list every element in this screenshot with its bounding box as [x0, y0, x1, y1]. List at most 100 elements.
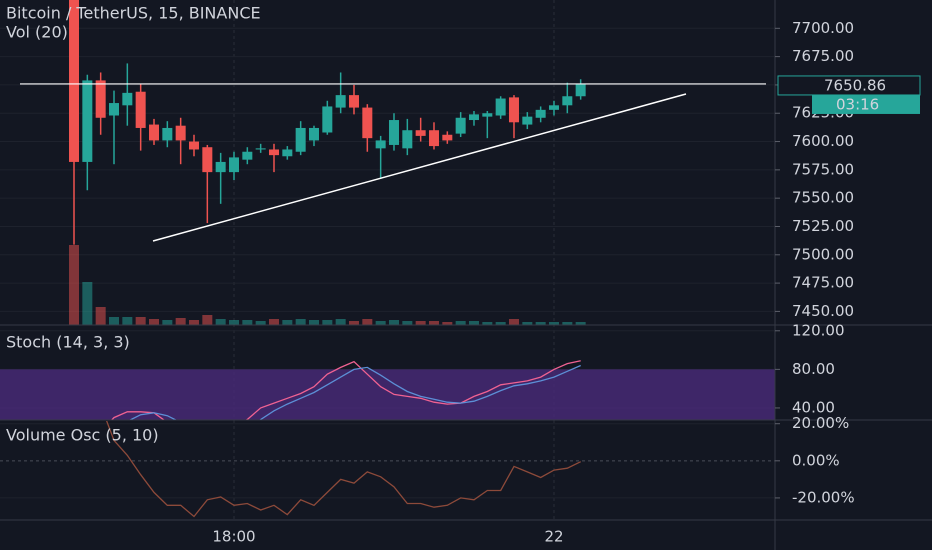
- y-tick-label: 7450.00: [792, 302, 854, 320]
- y-tick-label: 7475.00: [792, 274, 854, 292]
- candle-body: [268, 149, 279, 156]
- y-tick-label: 7675.00: [792, 47, 854, 65]
- volume-bar: [508, 319, 519, 325]
- candle-body: [108, 103, 119, 116]
- candle-body: [135, 91, 146, 128]
- volume-bar: [188, 320, 199, 325]
- volume-bar: [522, 322, 533, 325]
- pane: [0, 0, 775, 325]
- volume-bar: [242, 320, 253, 325]
- candle-body: [282, 149, 293, 157]
- candle-body: [148, 124, 159, 141]
- candle-body: [428, 130, 439, 147]
- volume-bar: [135, 317, 146, 325]
- volume-bar: [295, 319, 306, 325]
- plot: [0, 0, 775, 520]
- volume-bar: [255, 321, 266, 325]
- pane: [0, 330, 775, 420]
- candle-body: [402, 130, 413, 149]
- volume-bar: [82, 282, 93, 325]
- y-tick-label: 7500.00: [792, 245, 854, 263]
- chart-title: Bitcoin / TetherUS, 15, BINANCE: [6, 4, 261, 23]
- y-tick-label: 0.00%: [792, 451, 840, 469]
- candle-body: [242, 151, 253, 160]
- volume-title: Vol (20): [6, 23, 68, 42]
- volume-bar: [335, 319, 346, 325]
- volume-bar: [268, 319, 279, 325]
- volume-bar: [282, 320, 293, 325]
- candle-body: [175, 125, 186, 141]
- candle-body: [535, 109, 546, 118]
- volume-bar: [108, 317, 119, 325]
- candle-body: [95, 80, 106, 118]
- candle-body: [162, 127, 173, 141]
- volume-bar: [455, 321, 466, 325]
- y-tick-label: 20.00%: [792, 414, 849, 432]
- series-line: [110, 360, 581, 420]
- candle-body: [348, 95, 359, 108]
- stoch-title: Stoch (14, 3, 3): [6, 333, 130, 352]
- volume-bar: [375, 321, 386, 325]
- x-tick-label: 22: [544, 528, 563, 546]
- volume-bar: [535, 322, 546, 325]
- candle-body: [295, 127, 306, 152]
- volume-bar: [69, 245, 79, 325]
- volume-bar: [482, 322, 493, 325]
- osc-title: Volume Osc (5, 10): [6, 426, 159, 445]
- candle-body: [202, 147, 213, 173]
- candle-body: [322, 106, 333, 133]
- y-tick-label: 7525.00: [792, 217, 854, 235]
- volume-bar: [148, 319, 159, 325]
- volume-bar: [162, 320, 173, 325]
- volume-bar: [428, 321, 439, 325]
- trend-line: [152, 93, 687, 242]
- candle-body: [455, 117, 466, 134]
- volume-bar: [402, 321, 413, 325]
- volume-bar: [548, 322, 559, 325]
- countdown-label: 03:16: [836, 95, 879, 113]
- candle-body: [308, 127, 319, 141]
- y-tick-label: 80.00: [792, 360, 835, 378]
- candle-body: [548, 105, 559, 110]
- volume-bar: [122, 317, 133, 325]
- candle-body: [228, 157, 239, 173]
- y-tick-label: 7575.00: [792, 160, 854, 178]
- candle-body: [82, 80, 93, 162]
- pane: [0, 421, 775, 518]
- candle-body: [495, 98, 506, 116]
- candle-body: [69, 0, 79, 162]
- volume-bar: [388, 320, 399, 325]
- candle-body: [575, 83, 586, 97]
- volume-bar: [175, 318, 186, 325]
- volume-bar: [495, 322, 506, 325]
- last-price-label: 7650.86: [824, 76, 886, 94]
- volume-bar: [202, 315, 213, 325]
- volume-bar: [562, 322, 573, 325]
- candle-body: [188, 141, 199, 150]
- candle-body: [362, 107, 373, 139]
- candle-body: [442, 134, 453, 141]
- volume-bar: [575, 322, 586, 325]
- y-tick-label: 40.00: [792, 398, 835, 416]
- candle-body: [522, 116, 533, 125]
- y-tick-label: 7600.00: [792, 132, 854, 150]
- volume-bar: [322, 320, 333, 325]
- y-tick-label: 120.00: [792, 321, 845, 339]
- candle-body: [508, 97, 519, 123]
- candle-body: [255, 148, 266, 150]
- candle-body: [482, 113, 493, 117]
- series-line: [105, 421, 581, 518]
- volume-bar: [308, 320, 319, 325]
- candle-body: [122, 92, 133, 106]
- candle-body: [468, 114, 479, 121]
- candle-body: [562, 96, 573, 106]
- candle-body: [415, 130, 426, 136]
- countdown-box: [812, 94, 920, 114]
- band: [0, 369, 775, 420]
- candle-body: [215, 161, 226, 173]
- y-tick-label: -20.00%: [792, 488, 855, 506]
- x-tick-label: 18:00: [212, 528, 255, 546]
- candle-body: [388, 120, 399, 145]
